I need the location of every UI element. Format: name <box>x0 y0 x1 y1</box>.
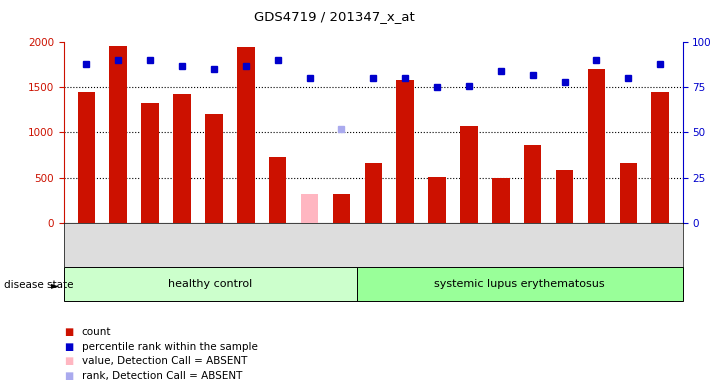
Bar <box>492 177 510 223</box>
Text: ■: ■ <box>64 356 74 366</box>
Bar <box>460 126 478 223</box>
Bar <box>588 70 605 223</box>
Bar <box>428 177 446 223</box>
Bar <box>524 145 542 223</box>
Text: ■: ■ <box>64 371 74 381</box>
Bar <box>619 163 637 223</box>
Bar <box>77 92 95 223</box>
Bar <box>333 194 350 223</box>
Text: healthy control: healthy control <box>169 279 252 289</box>
Bar <box>269 157 287 223</box>
Bar <box>357 267 683 301</box>
Bar <box>64 267 357 301</box>
Bar <box>365 163 382 223</box>
Bar <box>205 114 223 223</box>
Text: rank, Detection Call = ABSENT: rank, Detection Call = ABSENT <box>82 371 242 381</box>
Text: disease state: disease state <box>4 280 73 290</box>
Bar <box>301 194 319 223</box>
Bar <box>556 170 573 223</box>
Text: value, Detection Call = ABSENT: value, Detection Call = ABSENT <box>82 356 247 366</box>
Text: ■: ■ <box>64 327 74 337</box>
Text: systemic lupus erythematosus: systemic lupus erythematosus <box>434 279 605 289</box>
Text: ■: ■ <box>64 342 74 352</box>
Bar <box>141 103 159 223</box>
Bar <box>651 92 669 223</box>
Bar <box>109 46 127 223</box>
Bar <box>237 47 255 223</box>
Text: ►: ► <box>51 280 59 290</box>
Bar <box>397 80 414 223</box>
Bar <box>173 94 191 223</box>
Text: percentile rank within the sample: percentile rank within the sample <box>82 342 257 352</box>
Text: count: count <box>82 327 111 337</box>
Text: GDS4719 / 201347_x_at: GDS4719 / 201347_x_at <box>254 10 415 23</box>
